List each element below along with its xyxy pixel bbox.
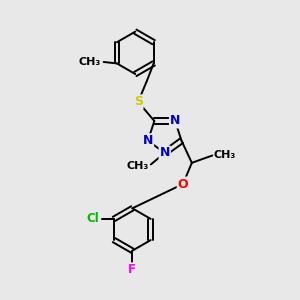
Text: CH₃: CH₃ bbox=[126, 161, 148, 171]
Text: Cl: Cl bbox=[86, 212, 99, 225]
Text: N: N bbox=[160, 146, 170, 159]
Text: N: N bbox=[170, 115, 180, 128]
Text: F: F bbox=[128, 263, 136, 276]
Text: N: N bbox=[143, 134, 153, 147]
Text: CH₃: CH₃ bbox=[79, 57, 101, 67]
Text: CH₃: CH₃ bbox=[214, 151, 236, 160]
Text: O: O bbox=[178, 178, 188, 190]
Text: S: S bbox=[134, 95, 142, 108]
